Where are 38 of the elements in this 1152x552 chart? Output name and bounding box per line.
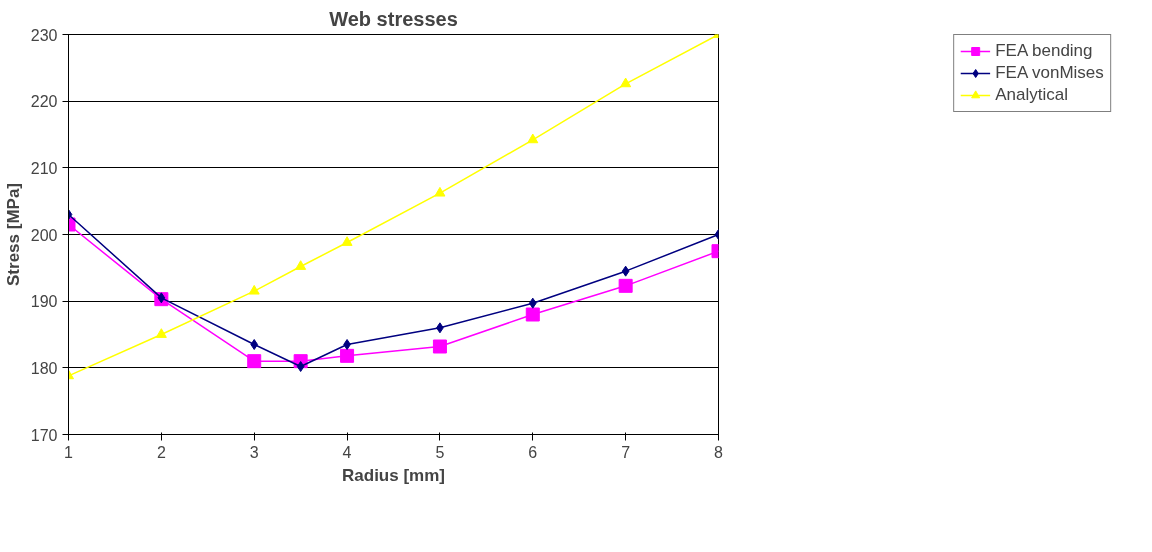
y-tick-label: 220 [30, 93, 58, 111]
point [525, 307, 540, 322]
x-tick-label: 5 [435, 443, 445, 461]
y-axis-title: Stress [MPa] [3, 183, 23, 286]
point [621, 265, 630, 277]
x-tick-label: 6 [528, 443, 538, 461]
chart-title: Web stresses [329, 7, 458, 30]
legend-label: Analytical [995, 85, 1068, 105]
y-tick-label: 230 [30, 26, 58, 44]
legend-label: FEA bending [995, 41, 1093, 61]
point [343, 339, 351, 350]
y-tick-label: 180 [30, 359, 58, 377]
x-tick-label: 8 [714, 443, 724, 461]
point [620, 77, 632, 88]
point [296, 361, 305, 372]
y-tick-label: 210 [30, 159, 58, 177]
point [618, 278, 633, 293]
point [527, 133, 539, 144]
point [432, 339, 447, 354]
point [340, 348, 355, 363]
x-tick-label: 3 [249, 443, 259, 461]
point [247, 354, 262, 369]
y-tick-label: 190 [30, 293, 58, 311]
point [250, 339, 259, 350]
point [434, 186, 446, 197]
x-tick-label: 7 [621, 443, 631, 461]
point [528, 297, 537, 309]
point [155, 328, 167, 338]
y-tick-label: 200 [30, 226, 58, 244]
point [248, 284, 260, 295]
x-tick-label: 4 [342, 443, 352, 461]
x-tick-label: 1 [64, 443, 74, 461]
x-tick-label: 2 [156, 443, 166, 461]
legend-label: FEA vonMises [995, 63, 1104, 83]
x-axis-title: Radius [mm] [342, 465, 445, 485]
point [295, 260, 307, 270]
point [341, 236, 353, 246]
y-tick-label: 170 [30, 426, 58, 444]
